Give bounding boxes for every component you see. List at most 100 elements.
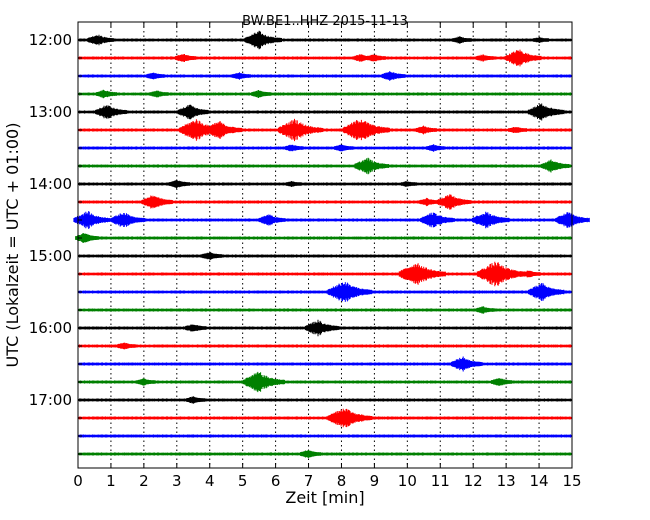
- y-tick-label: 13:00: [29, 103, 72, 121]
- trace-event: [532, 37, 549, 43]
- x-tick-label: 7: [304, 472, 314, 490]
- x-tick-label: 9: [370, 472, 380, 490]
- trace-event: [87, 34, 115, 46]
- trace-4: [77, 103, 572, 121]
- x-tick-label: 15: [562, 472, 581, 490]
- trace-event: [242, 371, 285, 393]
- trace-event: [300, 450, 322, 458]
- trace-11: [75, 233, 572, 243]
- trace-22: [77, 434, 572, 438]
- x-tick-label: 5: [238, 472, 248, 490]
- trace-15: [77, 306, 572, 314]
- trace-event: [521, 270, 541, 278]
- trace-event: [327, 408, 373, 428]
- y-axis-label: UTC (Lokalzeit = UTC + 01:00): [3, 123, 22, 368]
- trace-event: [452, 36, 472, 44]
- x-tick-label: 3: [172, 472, 182, 490]
- trace-event: [110, 213, 146, 227]
- y-axis: 12:00 13:00 14:00 15:00 16:00 17:00: [29, 31, 82, 455]
- trace-0: [77, 30, 572, 50]
- x-tick-label: 4: [205, 472, 215, 490]
- trace-event: [527, 103, 565, 121]
- trace-3: [77, 89, 572, 99]
- x-tick-label: 14: [530, 472, 549, 490]
- trace-23: [77, 450, 572, 458]
- trace-event: [201, 252, 223, 260]
- x-tick-label: 1: [106, 472, 116, 490]
- trace-13: [77, 261, 572, 287]
- trace-event: [251, 90, 271, 98]
- trace-21: [77, 408, 572, 428]
- trace-18: [77, 356, 572, 372]
- trace-12: [77, 252, 572, 260]
- x-tick-label: 0: [73, 472, 83, 490]
- trace-event: [475, 306, 495, 314]
- trace-event: [471, 211, 510, 229]
- trace-20: [77, 396, 572, 404]
- x-tick-label: 12: [464, 472, 483, 490]
- trace-event: [450, 356, 483, 372]
- trace-event: [436, 194, 472, 210]
- trace-event: [177, 104, 210, 120]
- trace-event: [342, 119, 390, 141]
- trace-event: [504, 49, 542, 67]
- trace-16: [77, 319, 572, 337]
- trace-event: [205, 121, 243, 139]
- y-tick-label: 17:00: [29, 391, 72, 409]
- trace-event: [327, 282, 373, 302]
- trace-event: [354, 157, 389, 175]
- trace-9: [77, 194, 572, 210]
- x-tick-label: 2: [139, 472, 149, 490]
- trace-10: [73, 211, 590, 229]
- trace-event: [168, 179, 190, 189]
- x-tick-label: 13: [497, 472, 516, 490]
- trace-event: [334, 144, 354, 152]
- trace-17: [77, 342, 572, 350]
- y-tick-label: 14:00: [29, 175, 72, 193]
- trace-event: [95, 89, 118, 99]
- plot-frame: [77, 21, 573, 469]
- trace-19: [77, 371, 572, 393]
- x-tick-label: 6: [271, 472, 281, 490]
- trace-event: [426, 144, 446, 152]
- trace-event: [116, 342, 136, 350]
- trace-event: [491, 378, 513, 386]
- y-tick-label: 16:00: [29, 319, 72, 337]
- x-tick-label: 8: [337, 472, 347, 490]
- x-axis-label: Zeit [min]: [285, 488, 364, 507]
- trace-event: [95, 105, 127, 119]
- trace-event: [284, 144, 304, 152]
- trace-event: [400, 181, 418, 187]
- trace-group: [73, 30, 590, 458]
- trace-event: [149, 90, 169, 98]
- trace-event: [508, 127, 527, 133]
- trace-5: [77, 118, 572, 142]
- trace-event: [174, 54, 197, 62]
- trace-event: [415, 125, 437, 135]
- trace-event: [136, 378, 156, 386]
- trace-event: [141, 195, 173, 209]
- trace-event: [420, 212, 455, 228]
- trace-event: [381, 71, 406, 81]
- trace-event: [277, 118, 323, 142]
- x-axis: 0 1 2 3 4 5 6 7 8 9 10 11 12 13 14 15: [73, 22, 582, 490]
- trace-event: [555, 212, 590, 228]
- trace-8: [77, 179, 572, 189]
- trace-event: [231, 72, 252, 80]
- trace-event: [185, 396, 205, 404]
- trace-event: [398, 263, 446, 285]
- x-tick-label: 11: [431, 472, 450, 490]
- trace-event: [146, 72, 166, 80]
- trace-event: [475, 54, 495, 62]
- trace-event: [366, 54, 387, 62]
- x-tick-label: 10: [398, 472, 417, 490]
- trace-event: [304, 319, 340, 337]
- trace-7: [77, 157, 572, 175]
- trace-event: [540, 159, 570, 173]
- trace-1: [77, 49, 572, 67]
- trace-event: [476, 261, 527, 287]
- y-tick-label: 15:00: [29, 247, 72, 265]
- trace-event: [285, 181, 302, 187]
- y-tick-label: 12:00: [29, 31, 72, 49]
